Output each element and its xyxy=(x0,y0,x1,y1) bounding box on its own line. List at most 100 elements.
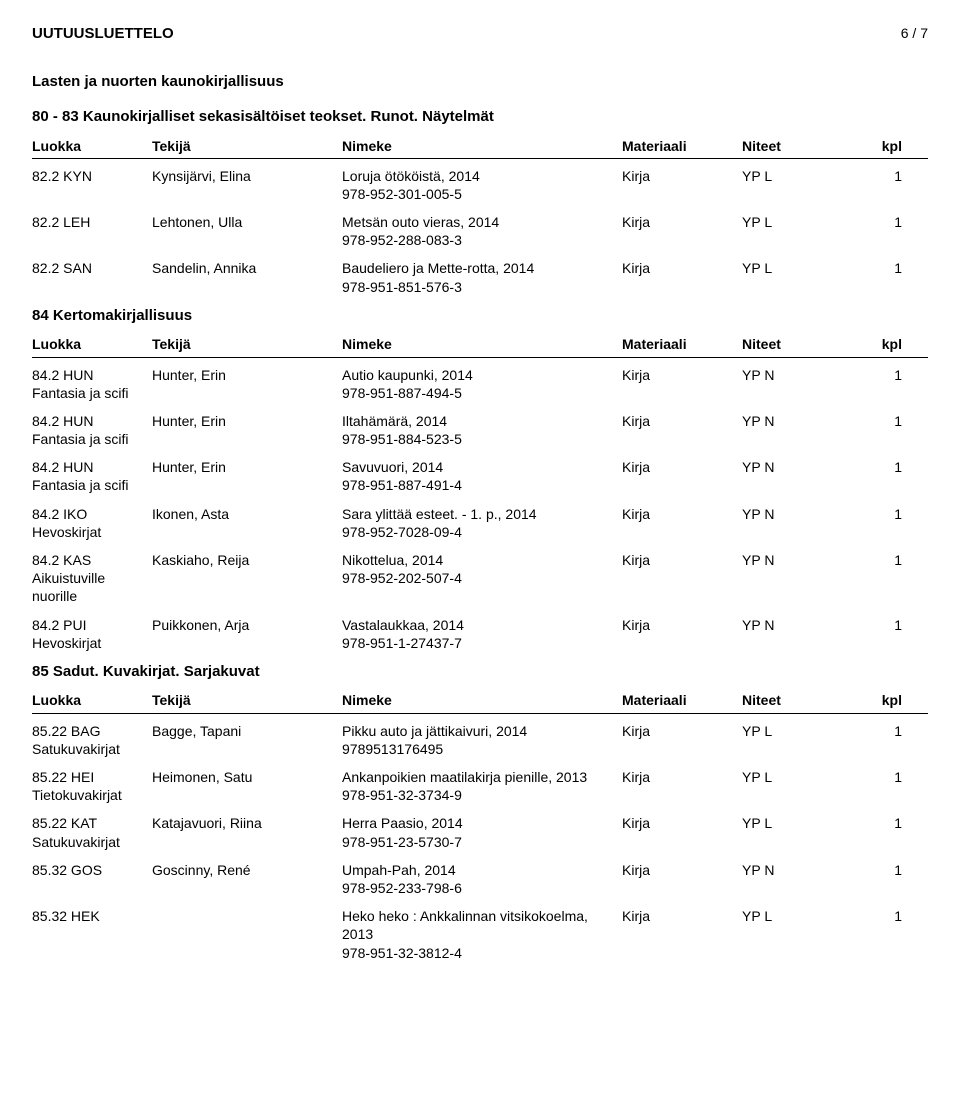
cell-tekija: Kynsijärvi, Elina xyxy=(152,167,342,185)
col-nimeke: Nimeke xyxy=(342,335,622,353)
cell-kpl: 1 xyxy=(842,259,902,277)
luokka-sub: Fantasia ja scifi xyxy=(32,384,152,402)
luokka-code: 84.2 KAS xyxy=(32,551,152,569)
cell-materiaali: Kirja xyxy=(622,213,742,231)
cell-nimeke: Loruja ötököistä, 2014978-952-301-005-5 xyxy=(342,167,622,203)
cell-niteet: YP N xyxy=(742,458,842,476)
cell-niteet: YP N xyxy=(742,551,842,569)
cell-nimeke: Metsän outo vieras, 2014978-952-288-083-… xyxy=(342,213,622,249)
cell-materiaali: Kirja xyxy=(622,551,742,569)
cell-materiaali: Kirja xyxy=(622,458,742,476)
subsection-heading: 80 - 83 Kaunokirjalliset sekasisältöiset… xyxy=(32,107,928,127)
cell-luokka: 85.22 KATSatukuvakirjat xyxy=(32,814,152,850)
table-header: LuokkaTekijäNimekeMateriaaliNiteetkpl xyxy=(32,137,928,159)
cell-nimeke: Ankanpoikien maatilakirja pienille, 2013… xyxy=(342,768,622,804)
page-header: UUTUUSLUETTELO 6 / 7 xyxy=(32,24,928,44)
luokka-code: 84.2 PUI xyxy=(32,616,152,634)
cell-kpl: 1 xyxy=(842,458,902,476)
cell-luokka: 85.22 BAGSatukuvakirjat xyxy=(32,722,152,758)
cell-tekija: Lehtonen, Ulla xyxy=(152,213,342,231)
cell-nimeke: Nikottelua, 2014978-952-202-507-4 xyxy=(342,551,622,587)
cell-tekija: Sandelin, Annika xyxy=(152,259,342,277)
nimeke-title: Umpah-Pah, 2014 xyxy=(342,861,622,879)
cell-kpl: 1 xyxy=(842,861,902,879)
cell-materiaali: Kirja xyxy=(622,768,742,786)
cell-tekija: Katajavuori, Riina xyxy=(152,814,342,832)
luokka-sub: Satukuvakirjat xyxy=(32,740,152,758)
luokka-code: 85.32 GOS xyxy=(32,861,152,879)
cell-luokka: 84.2 HUNFantasia ja scifi xyxy=(32,366,152,402)
nimeke-title: Heko heko : Ankkalinnan vitsikokoelma, 2… xyxy=(342,907,622,943)
cell-tekija: Hunter, Erin xyxy=(152,366,342,384)
cell-nimeke: Baudeliero ja Mette-rotta, 2014978-951-8… xyxy=(342,259,622,295)
cell-kpl: 1 xyxy=(842,722,902,740)
cell-luokka: 84.2 IKOHevoskirjat xyxy=(32,505,152,541)
luokka-code: 85.22 BAG xyxy=(32,722,152,740)
cell-niteet: YP N xyxy=(742,616,842,634)
luokka-code: 85.32 HEK xyxy=(32,907,152,925)
nimeke-title: Baudeliero ja Mette-rotta, 2014 xyxy=(342,259,622,277)
cell-luokka: 84.2 KASAikuistuville nuorille xyxy=(32,551,152,606)
nimeke-isbn: 978-951-887-491-4 xyxy=(342,476,622,494)
nimeke-isbn: 9789513176495 xyxy=(342,740,622,758)
luokka-sub: Tietokuvakirjat xyxy=(32,786,152,804)
cell-materiaali: Kirja xyxy=(622,861,742,879)
cell-tekija: Puikkonen, Arja xyxy=(152,616,342,634)
cell-materiaali: Kirja xyxy=(622,814,742,832)
col-luokka: Luokka xyxy=(32,137,152,155)
cell-nimeke: Autio kaupunki, 2014978-951-887-494-5 xyxy=(342,366,622,402)
section-heading: Lasten ja nuorten kaunokirjallisuus xyxy=(32,72,928,92)
cell-nimeke: Herra Paasio, 2014978-951-23-5730-7 xyxy=(342,814,622,850)
cell-niteet: YP N xyxy=(742,366,842,384)
nimeke-isbn: 978-952-288-083-3 xyxy=(342,231,622,249)
nimeke-title: Herra Paasio, 2014 xyxy=(342,814,622,832)
cell-materiaali: Kirja xyxy=(622,616,742,634)
cell-niteet: YP N xyxy=(742,861,842,879)
cell-kpl: 1 xyxy=(842,412,902,430)
cell-kpl: 1 xyxy=(842,616,902,634)
nimeke-isbn: 978-951-884-523-5 xyxy=(342,430,622,448)
cell-niteet: YP L xyxy=(742,213,842,231)
cell-niteet: YP N xyxy=(742,505,842,523)
col-tekija: Tekijä xyxy=(152,335,342,353)
luokka-code: 84.2 HUN xyxy=(32,412,152,430)
luokka-code: 82.2 LEH xyxy=(32,213,152,231)
luokka-sub: Hevoskirjat xyxy=(32,523,152,541)
cell-luokka: 84.2 PUIHevoskirjat xyxy=(32,616,152,652)
cell-luokka: 85.32 GOS xyxy=(32,861,152,879)
nimeke-title: Metsän outo vieras, 2014 xyxy=(342,213,622,231)
table-row: 82.2 SANSandelin, AnnikaBaudeliero ja Me… xyxy=(32,259,928,295)
cell-materiaali: Kirja xyxy=(622,907,742,925)
col-kpl: kpl xyxy=(842,691,902,709)
cell-materiaali: Kirja xyxy=(622,167,742,185)
table-row: 84.2 KASAikuistuville nuorilleKaskiaho, … xyxy=(32,551,928,606)
col-nimeke: Nimeke xyxy=(342,137,622,155)
luokka-code: 84.2 HUN xyxy=(32,366,152,384)
luokka-sub: Satukuvakirjat xyxy=(32,833,152,851)
cell-luokka: 82.2 KYN xyxy=(32,167,152,185)
cell-niteet: YP L xyxy=(742,814,842,832)
luokka-code: 82.2 KYN xyxy=(32,167,152,185)
cell-luokka: 84.2 HUNFantasia ja scifi xyxy=(32,458,152,494)
content: Lasten ja nuorten kaunokirjallisuus 80 - … xyxy=(32,72,928,962)
cell-materiaali: Kirja xyxy=(622,722,742,740)
nimeke-isbn: 978-951-1-27437-7 xyxy=(342,634,622,652)
nimeke-isbn: 978-951-32-3812-4 xyxy=(342,944,622,962)
luokka-sub: Fantasia ja scifi xyxy=(32,476,152,494)
nimeke-isbn: 978-952-7028-09-4 xyxy=(342,523,622,541)
table-row: 82.2 KYNKynsijärvi, ElinaLoruja ötököist… xyxy=(32,167,928,203)
col-niteet: Niteet xyxy=(742,137,842,155)
cell-tekija: Hunter, Erin xyxy=(152,458,342,476)
nimeke-title: Sara ylittää esteet. - 1. p., 2014 xyxy=(342,505,622,523)
col-materiaali: Materiaali xyxy=(622,691,742,709)
col-luokka: Luokka xyxy=(32,335,152,353)
cell-nimeke: Pikku auto ja jättikaivuri, 201497895131… xyxy=(342,722,622,758)
cell-nimeke: Iltahämärä, 2014978-951-884-523-5 xyxy=(342,412,622,448)
luokka-sub: Aikuistuville nuorille xyxy=(32,569,152,605)
cell-tekija: Kaskiaho, Reija xyxy=(152,551,342,569)
nimeke-title: Pikku auto ja jättikaivuri, 2014 xyxy=(342,722,622,740)
cell-nimeke: Sara ylittää esteet. - 1. p., 2014978-95… xyxy=(342,505,622,541)
luokka-code: 82.2 SAN xyxy=(32,259,152,277)
cell-nimeke: Savuvuori, 2014978-951-887-491-4 xyxy=(342,458,622,494)
cell-materiaali: Kirja xyxy=(622,412,742,430)
